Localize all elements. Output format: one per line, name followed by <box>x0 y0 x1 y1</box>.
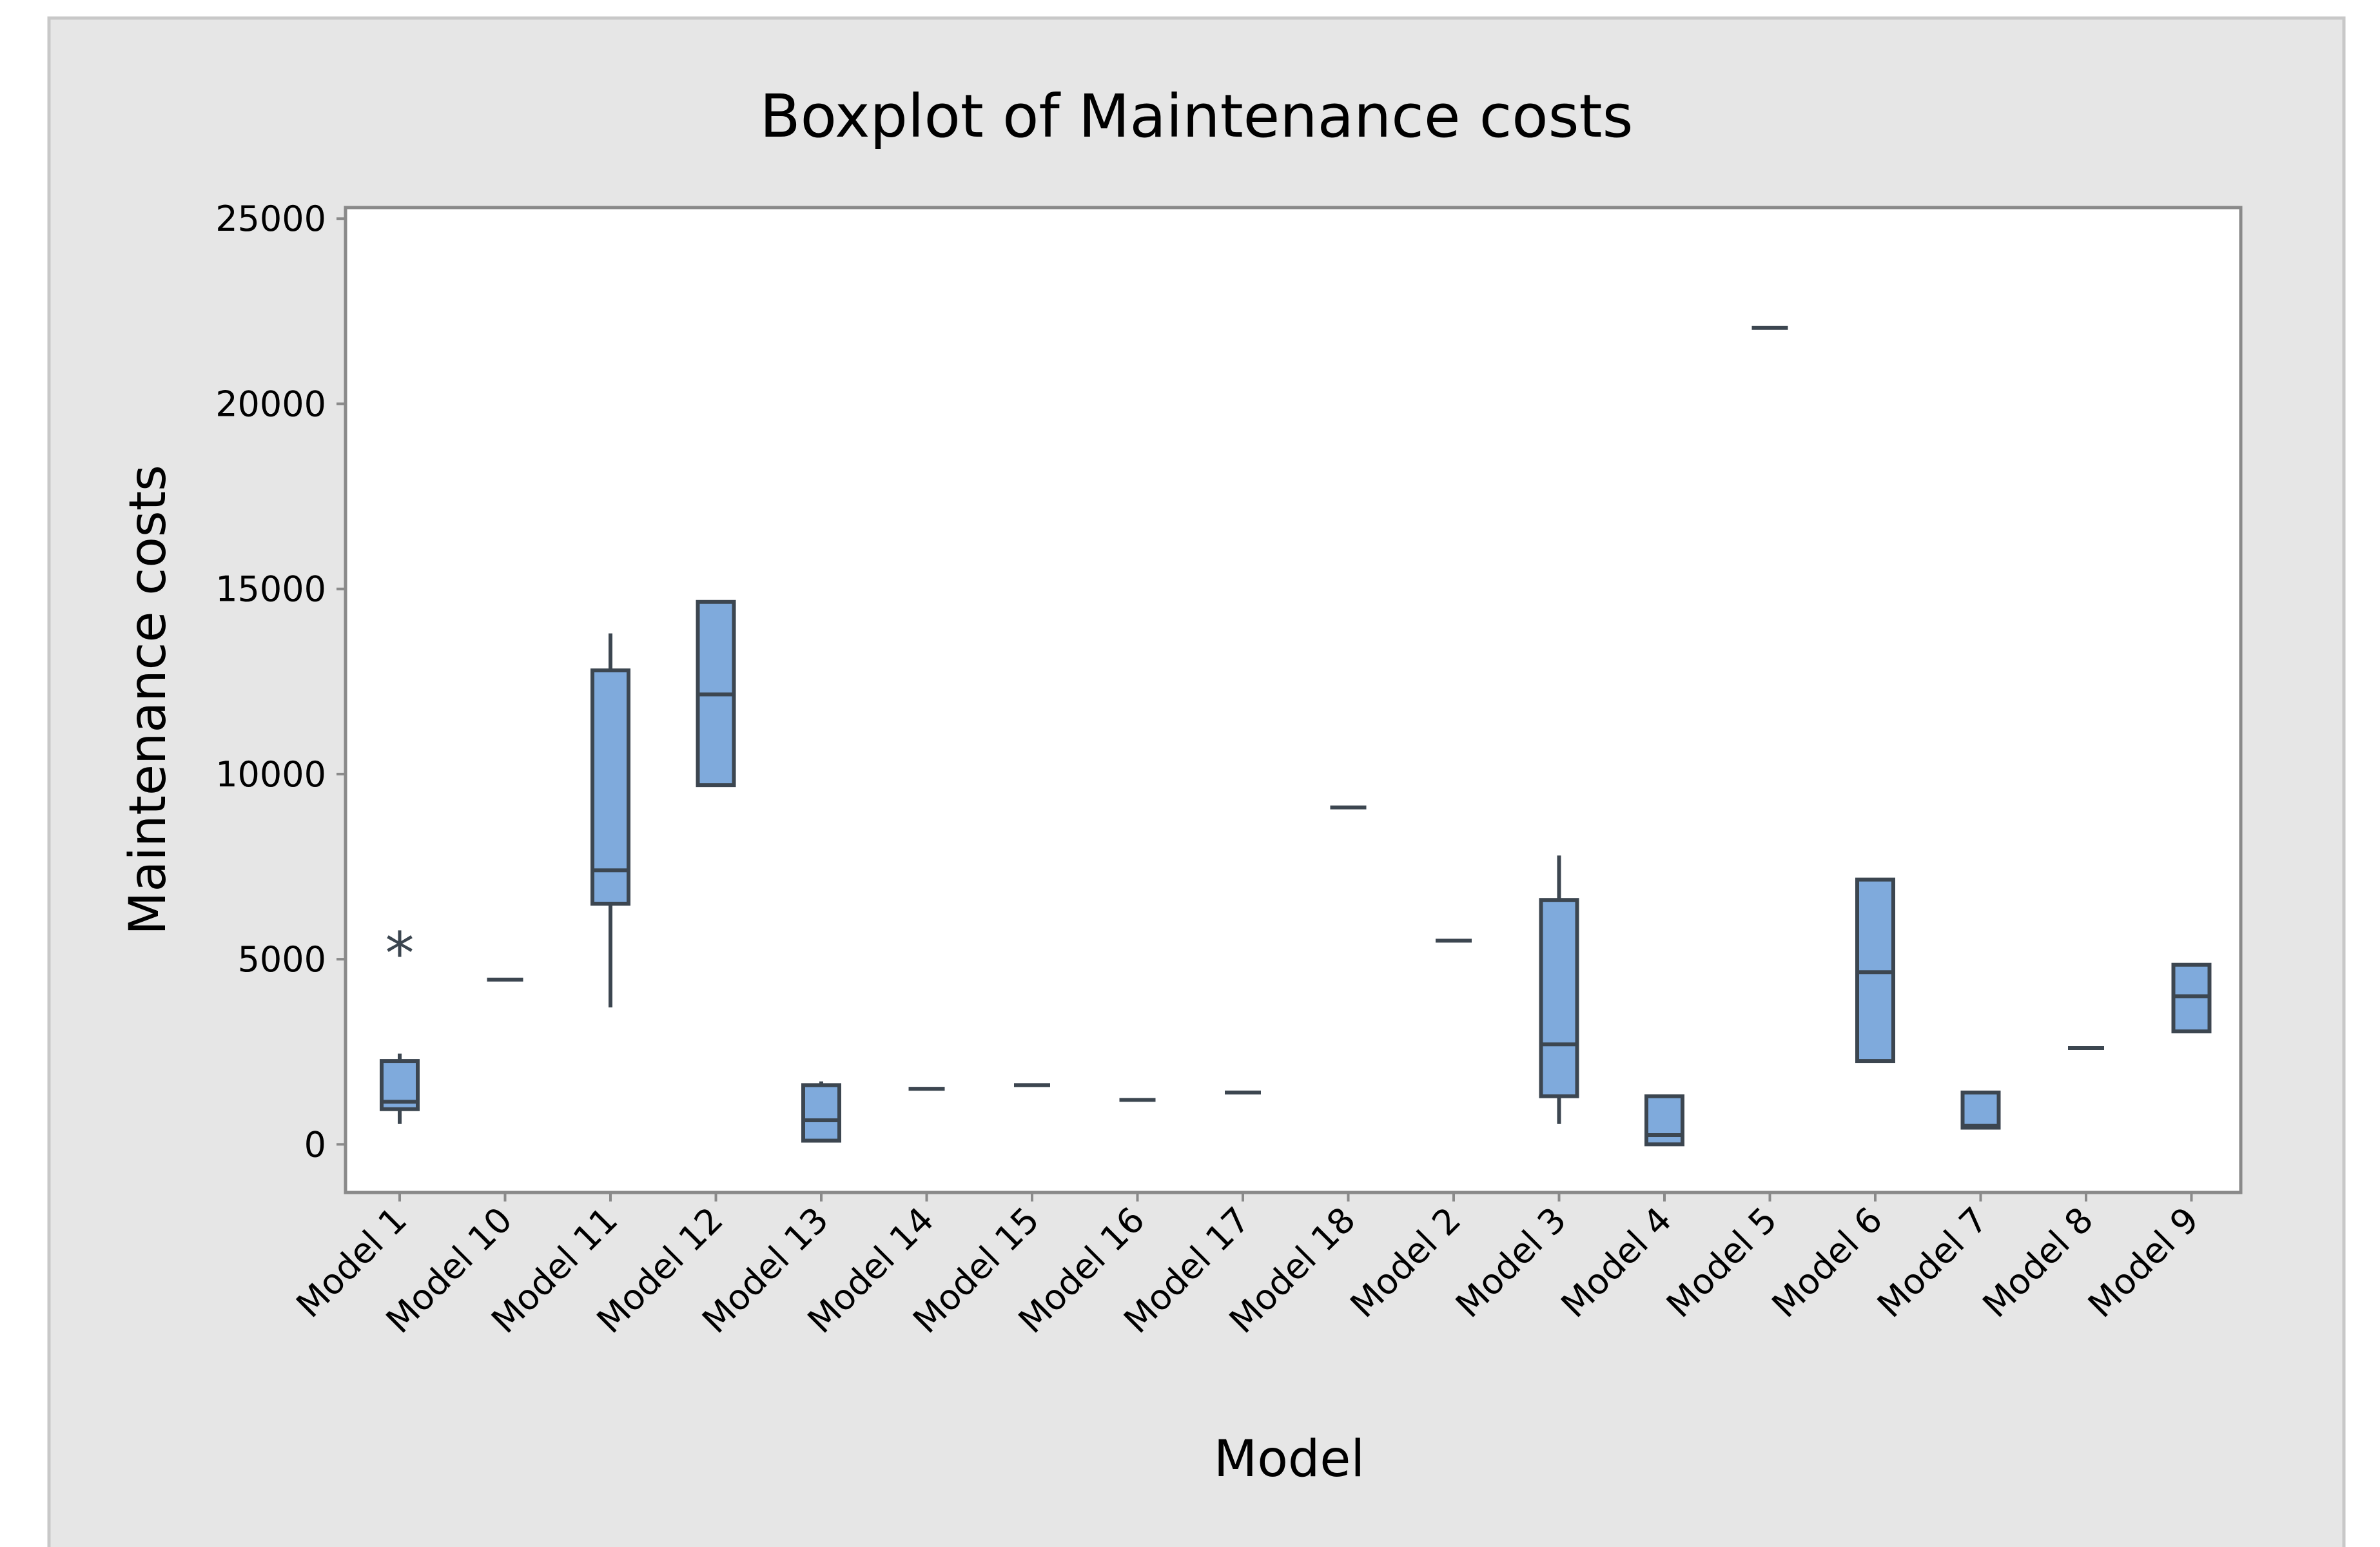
y-tick-label: 10000 <box>215 754 326 795</box>
box-model-12 <box>696 599 736 788</box>
iqr-box <box>1644 1094 1684 1147</box>
box-model-9 <box>2171 962 2212 1034</box>
plot-area <box>344 206 2243 1194</box>
outlier-marker: * <box>385 920 415 988</box>
x-axis-title: Model <box>1214 1430 1365 1488</box>
y-tick-label: 20000 <box>215 384 326 424</box>
box-model-3 <box>1539 855 1579 1124</box>
iqr-box <box>801 1083 841 1143</box>
y-tick-label: 25000 <box>215 199 326 239</box>
box-model-11 <box>590 633 630 1007</box>
box-model-6 <box>1855 877 1895 1064</box>
iqr-box <box>1960 1090 2001 1130</box>
iqr-box <box>590 668 630 906</box>
box-series: * <box>380 326 2212 1147</box>
y-axis-title: Maintenance costs <box>119 465 177 935</box>
chart-title: Boxplot of Maintenance costs <box>759 82 1633 151</box>
y-tick-label: 5000 <box>238 939 326 980</box>
box-model-7 <box>1960 1090 2001 1130</box>
box-model-1: * <box>380 920 420 1124</box>
y-axis: 0 5000 10000 15000 20000 25000 <box>215 199 346 1165</box>
box-model-4 <box>1644 1094 1684 1147</box>
y-tick-label: 15000 <box>215 569 326 610</box>
y-tick-label: 0 <box>304 1124 326 1165</box>
iqr-box <box>1539 898 1579 1098</box>
box-model-13 <box>801 1081 841 1143</box>
